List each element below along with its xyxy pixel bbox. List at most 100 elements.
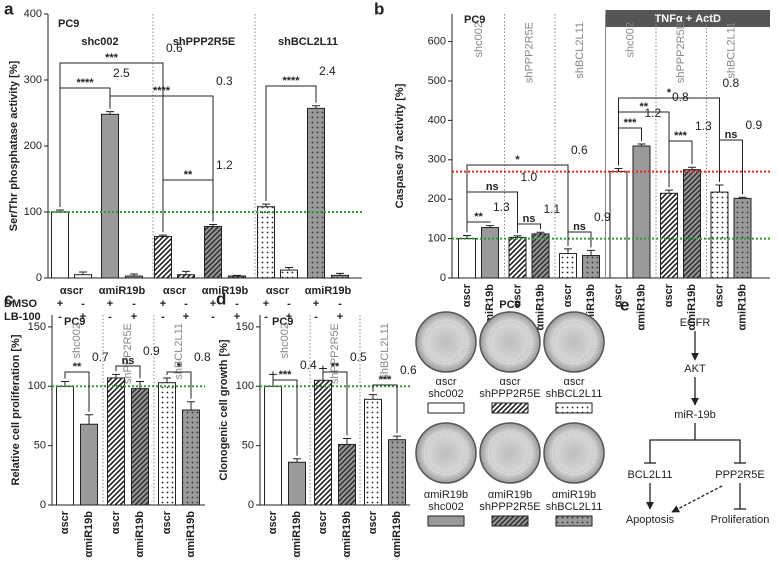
- y-tick-label: 0: [440, 272, 446, 284]
- x-tick-label: αscr: [612, 283, 624, 307]
- x-tick-label: αscr: [60, 285, 84, 297]
- error-bar: [637, 143, 646, 146]
- y-tick-label: 0: [248, 499, 254, 511]
- diagram-node: PPP2R5E: [715, 469, 765, 481]
- error-bar: [312, 105, 320, 109]
- bracket: [109, 95, 214, 222]
- y-tick-label: 200: [24, 140, 42, 152]
- treatment-sign: +: [107, 298, 113, 310]
- ratio: 0.5: [350, 350, 367, 364]
- cell-line: PC9: [272, 316, 293, 328]
- error-bar: [336, 272, 344, 276]
- significance: ****: [153, 85, 171, 97]
- y-axis-label: Clonogenic cell growth [%]: [218, 339, 230, 481]
- error-bar: [343, 438, 351, 445]
- significance: ***: [624, 117, 638, 129]
- y-tick-label: 50: [34, 440, 46, 452]
- dish-inner: [553, 432, 595, 474]
- significance: ns: [486, 181, 499, 193]
- x-tick-label: αmiR19b: [83, 511, 95, 558]
- diagram-node: Apoptosis: [626, 514, 675, 526]
- bracket: [567, 231, 592, 248]
- bar: [158, 382, 176, 506]
- inhibition: [695, 439, 741, 463]
- bracket: [322, 365, 348, 436]
- error-bar: [159, 234, 167, 237]
- x-tick-label: αmiR19b: [99, 285, 146, 297]
- treatment-sign: -: [108, 311, 112, 323]
- y-tick-label: 100: [24, 206, 42, 218]
- treatment-sign: +: [337, 311, 343, 323]
- bar: [660, 192, 678, 279]
- x-tick-label: αscr: [59, 510, 71, 534]
- significance: ns: [122, 355, 135, 367]
- x-tick-label: αmiR19b: [134, 511, 146, 558]
- significance: ***: [674, 130, 688, 142]
- significance: ns: [725, 129, 738, 141]
- header-bar: [605, 10, 770, 27]
- ratio: 0.3: [216, 74, 233, 88]
- dish: [479, 422, 541, 484]
- significance: ****: [76, 77, 94, 89]
- significance: ns: [523, 213, 536, 225]
- error-bar: [463, 234, 471, 239]
- bar: [107, 377, 125, 506]
- panel-letter: d: [216, 289, 226, 308]
- photo-label: shPPP2R5E: [479, 388, 540, 400]
- x-tick-label: αscr: [562, 283, 574, 307]
- bar: [80, 423, 98, 506]
- x-tick-label: αscr: [267, 510, 279, 534]
- dish-inner: [489, 432, 531, 474]
- bar: [182, 409, 200, 506]
- error-bar: [233, 274, 241, 277]
- error-bar: [564, 248, 572, 254]
- bracket: [668, 140, 693, 188]
- ratio: 0.6: [166, 41, 183, 55]
- bar: [683, 169, 701, 279]
- group-label: shBCL2L11: [574, 22, 586, 79]
- photo-label: shBCL2L11: [546, 501, 603, 513]
- diagram-node: Proliferation: [711, 514, 770, 526]
- bracket: [719, 139, 743, 195]
- y-tick-label: 50: [242, 440, 254, 452]
- group-label: shc002: [624, 22, 636, 57]
- group-label: shPPP2R5E: [173, 36, 235, 48]
- photo-label: αmiR19b: [488, 489, 532, 501]
- swatch: [491, 515, 529, 527]
- bar: [288, 461, 306, 506]
- swatch: [491, 402, 529, 414]
- swatch: [555, 515, 593, 527]
- photo-label: αmiR19b: [424, 489, 468, 501]
- error-bar: [536, 231, 545, 234]
- photo-label: shc002: [428, 388, 463, 400]
- group-label: shPPP2R5E: [523, 22, 535, 83]
- bar: [204, 226, 222, 279]
- y-tick-label: 0: [40, 499, 46, 511]
- treatment-sign: +: [313, 298, 319, 310]
- y-tick-label: 0: [36, 272, 42, 284]
- significance: ***: [105, 52, 119, 64]
- error-bar: [136, 381, 144, 389]
- significance: ***: [379, 374, 393, 386]
- error-bar: [665, 189, 673, 194]
- y-axis-label: Ser/Thr phosphatase activity [%]: [8, 60, 20, 231]
- panel-letter: e: [620, 295, 629, 314]
- bar: [307, 107, 325, 279]
- x-tick-label: αscr: [461, 283, 473, 307]
- x-tick-label: αmiR19b: [635, 284, 647, 331]
- error-bar: [738, 196, 747, 199]
- error-bar: [182, 270, 190, 275]
- y-tick-label: 100: [236, 380, 254, 392]
- photo-label: αscr: [563, 376, 584, 388]
- x-tick-label: αscr: [663, 283, 675, 307]
- x-tick-label: αmiR19b: [185, 511, 197, 558]
- x-tick-label: αscr: [161, 510, 173, 534]
- ratio: 0.4: [300, 358, 317, 372]
- significance: **: [184, 169, 193, 181]
- error-bar: [262, 203, 270, 207]
- error-bar: [587, 249, 595, 256]
- treatment-sign: -: [287, 298, 291, 310]
- y-axis-label: Caspase 3/7 activity [%]: [394, 83, 406, 208]
- photo-label: shc002: [428, 501, 463, 513]
- error-bar: [715, 184, 724, 193]
